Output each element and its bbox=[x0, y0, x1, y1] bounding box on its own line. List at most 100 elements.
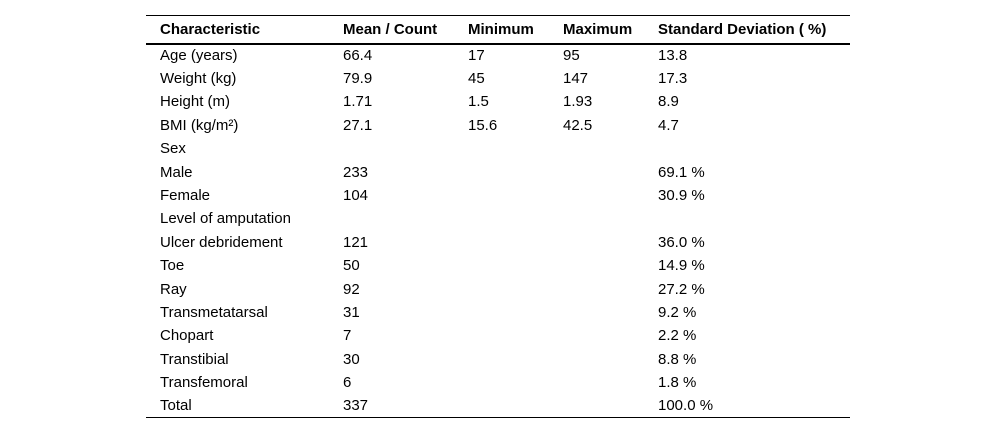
table-cell: 2.2 % bbox=[658, 327, 697, 345]
table-cell bbox=[468, 184, 563, 207]
table-cell: Weight (kg) bbox=[160, 70, 237, 88]
table-row: Transmetatarsal 31 9.2 % bbox=[146, 301, 850, 324]
table-cell: Age (years) bbox=[160, 47, 238, 65]
table-cell bbox=[563, 137, 658, 160]
table-cell: 79.9 bbox=[343, 70, 373, 88]
table-cell: Level of amputation bbox=[160, 210, 291, 228]
table-cell bbox=[563, 324, 658, 347]
table-body: Age (years) 66.4 17 95 13.8 Weight (kg) 79.9 45… bbox=[146, 44, 850, 418]
table-row: Total 337 100.0 % bbox=[146, 394, 850, 417]
table-cell bbox=[563, 207, 658, 230]
table-cell bbox=[658, 207, 850, 230]
column-header-minimum: Minimum bbox=[468, 15, 563, 45]
table-cell: 1.8 % bbox=[658, 374, 697, 392]
table-cell: 9.2 % bbox=[658, 303, 697, 321]
table-row: BMI (kg/m²) 27.1 15.6 42.5 4.7 bbox=[146, 114, 850, 137]
column-header-maximum: Maximum bbox=[563, 15, 658, 45]
table-cell: 69.1 % bbox=[658, 163, 705, 181]
table-cell: 50 bbox=[343, 257, 360, 275]
table-row: Age (years) 66.4 17 95 13.8 bbox=[146, 44, 850, 67]
table-cell: Ulcer debridement bbox=[160, 233, 283, 251]
table-cell: 337 bbox=[343, 397, 369, 415]
table-cell: 27.2 % bbox=[658, 280, 705, 298]
table-cell: 1.71 bbox=[343, 93, 373, 111]
table-cell: 95 bbox=[563, 47, 580, 65]
table-cell: Female bbox=[160, 187, 211, 205]
table-cell bbox=[468, 137, 563, 160]
table-cell: Sex bbox=[160, 140, 186, 158]
table-cell bbox=[658, 137, 850, 160]
table-cell bbox=[468, 394, 563, 417]
table-cell: 8.9 bbox=[658, 93, 679, 111]
table-cell: 92 bbox=[343, 280, 360, 298]
table-header-row: Characteristic Mean / Count Minimum Maxi… bbox=[146, 15, 850, 45]
table-row: Female 104 30.9 % bbox=[146, 184, 850, 207]
table-row: Chopart 7 2.2 % bbox=[146, 324, 850, 347]
table-row: Male 233 69.1 % bbox=[146, 160, 850, 183]
table-cell: 1.5 bbox=[468, 93, 489, 111]
table-cell: 17.3 bbox=[658, 70, 688, 88]
table-cell: 30.9 % bbox=[658, 187, 705, 205]
table-cell: Toe bbox=[160, 257, 185, 275]
characteristics-table: Characteristic Mean / Count Minimum Maxi… bbox=[146, 15, 850, 419]
table-cell bbox=[563, 394, 658, 417]
table-cell: BMI (kg/m²) bbox=[160, 116, 239, 134]
table-cell: 27.1 bbox=[343, 116, 373, 134]
table-cell bbox=[468, 348, 563, 371]
table-cell bbox=[468, 254, 563, 277]
column-header-standard-deviation: Standard Deviation ( %) bbox=[658, 15, 850, 45]
table-row: Sex bbox=[146, 137, 850, 160]
table-cell bbox=[563, 348, 658, 371]
table-row: Weight (kg) 79.9 45 147 17.3 bbox=[146, 67, 850, 90]
table-cell: 1.93 bbox=[563, 93, 593, 111]
table-cell bbox=[343, 137, 468, 160]
column-header-mean-count: Mean / Count bbox=[343, 15, 468, 45]
table-cell: 8.8 % bbox=[658, 350, 697, 368]
table-cell: 30 bbox=[343, 350, 360, 368]
table-cell bbox=[563, 371, 658, 394]
table-cell: 121 bbox=[343, 233, 369, 251]
table-cell: 7 bbox=[343, 327, 352, 345]
table-row: Ray 92 27.2 % bbox=[146, 277, 850, 300]
table-row: Level of amputation bbox=[146, 207, 850, 230]
table-cell bbox=[563, 160, 658, 183]
table-cell bbox=[468, 231, 563, 254]
table-cell: Transtibial bbox=[160, 350, 229, 368]
table-cell bbox=[468, 277, 563, 300]
table-cell: 15.6 bbox=[468, 116, 498, 134]
table-cell: 17 bbox=[468, 47, 485, 65]
table-cell bbox=[468, 371, 563, 394]
table-cell: Male bbox=[160, 163, 193, 181]
table-cell bbox=[468, 160, 563, 183]
table-cell bbox=[468, 207, 563, 230]
table-cell: 45 bbox=[468, 70, 485, 88]
table-cell bbox=[563, 231, 658, 254]
table-cell: 36.0 % bbox=[658, 233, 705, 251]
table-cell: 233 bbox=[343, 163, 369, 181]
table-cell bbox=[563, 277, 658, 300]
table-cell bbox=[343, 207, 468, 230]
table-row: Toe 50 14.9 % bbox=[146, 254, 850, 277]
table-cell: 31 bbox=[343, 303, 360, 321]
table-cell: Transfemoral bbox=[160, 374, 248, 392]
column-header-characteristic: Characteristic bbox=[146, 15, 343, 45]
table-cell: Chopart bbox=[160, 327, 214, 345]
table-row: Ulcer debridement 121 36.0 % bbox=[146, 231, 850, 254]
table-cell: 104 bbox=[343, 187, 369, 205]
table-cell: Total bbox=[160, 397, 192, 415]
table-cell bbox=[563, 301, 658, 324]
table-row: Transtibial 30 8.8 % bbox=[146, 348, 850, 371]
table-cell: 13.8 bbox=[658, 47, 688, 65]
table-cell: Ray bbox=[160, 280, 187, 298]
table-cell: 100.0 % bbox=[658, 397, 714, 415]
table-cell: 147 bbox=[563, 70, 589, 88]
table-cell: 66.4 bbox=[343, 47, 373, 65]
table-cell: 4.7 bbox=[658, 116, 679, 134]
table-cell: Height (m) bbox=[160, 93, 231, 111]
table-cell bbox=[563, 184, 658, 207]
table-cell: Transmetatarsal bbox=[160, 303, 268, 321]
table-cell bbox=[468, 324, 563, 347]
table-row: Height (m) 1.71 1.5 1.93 8.9 bbox=[146, 90, 850, 113]
table-cell bbox=[563, 254, 658, 277]
